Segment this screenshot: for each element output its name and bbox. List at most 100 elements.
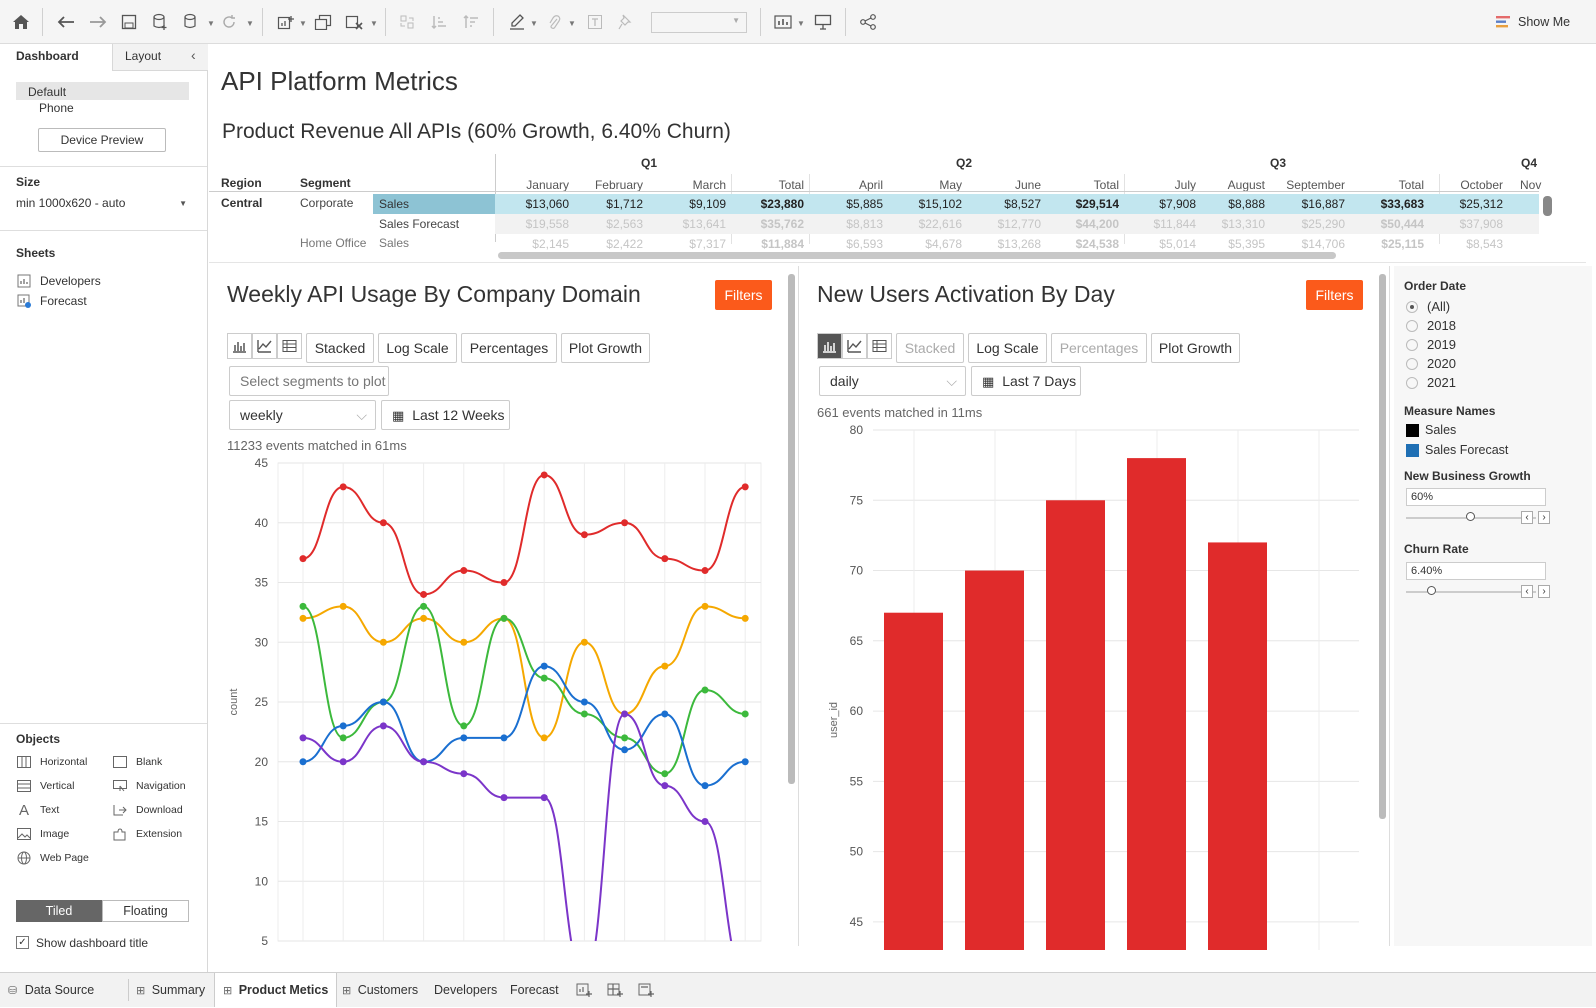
table-cell[interactable]: $12,770 bbox=[997, 217, 1041, 231]
sort-ascending-icon[interactable] bbox=[428, 11, 450, 33]
chevron-left-icon[interactable]: ‹ bbox=[1521, 585, 1533, 598]
chevron-down-icon[interactable]: ▼ bbox=[299, 19, 307, 28]
chevron-down-icon[interactable]: ▼ bbox=[568, 19, 576, 28]
interval-select[interactable]: weekly ⌵ bbox=[229, 400, 376, 430]
table-cell[interactable]: $1,712 bbox=[606, 197, 643, 211]
table-cell[interactable]: $8,813 bbox=[846, 217, 883, 231]
paperclip-icon[interactable] bbox=[543, 11, 565, 33]
table-cell[interactable]: $5,885 bbox=[846, 197, 883, 211]
table-cell[interactable]: $13,310 bbox=[1221, 217, 1265, 231]
table-cell[interactable]: $50,444 bbox=[1380, 217, 1424, 231]
redo-icon[interactable] bbox=[87, 11, 109, 33]
table-cell[interactable]: $13,641 bbox=[682, 217, 726, 231]
sheet-forecast[interactable]: Forecast bbox=[16, 294, 87, 308]
chevron-right-icon[interactable]: › bbox=[1538, 585, 1550, 598]
tab-data-source[interactable]: ⛁ Data Source bbox=[8, 973, 94, 1007]
order-date-2019[interactable]: 2019 bbox=[1406, 337, 1456, 352]
interval-select[interactable]: daily ⌵ bbox=[819, 366, 966, 396]
device-phone[interactable]: Phone bbox=[39, 101, 74, 115]
floating-toggle[interactable]: Floating bbox=[102, 900, 189, 922]
right-filters-button[interactable]: Filters bbox=[1306, 280, 1363, 310]
table-cell[interactable]: $16,887 bbox=[1301, 197, 1345, 211]
sort-descending-icon[interactable] bbox=[460, 11, 482, 33]
text-label-icon[interactable] bbox=[584, 11, 606, 33]
tab-product-metics[interactable]: ⊞ Product Metics bbox=[214, 973, 338, 1007]
table-cell[interactable]: $6,593 bbox=[846, 237, 883, 251]
presentation-icon[interactable] bbox=[812, 11, 834, 33]
plot-growth-button[interactable]: Plot Growth bbox=[561, 333, 650, 363]
chevron-down-icon[interactable]: ▼ bbox=[797, 19, 805, 28]
object-text[interactable]: A Text bbox=[16, 802, 59, 819]
line-chart-icon[interactable] bbox=[842, 333, 867, 359]
new-story-icon[interactable] bbox=[638, 982, 654, 1001]
new-datasource-icon[interactable] bbox=[149, 11, 171, 33]
growth-slider-thumb[interactable] bbox=[1466, 512, 1475, 521]
crosstab-vertical-scrollbar[interactable] bbox=[1543, 196, 1552, 216]
new-worksheet-icon[interactable] bbox=[275, 11, 297, 33]
order-date-2021[interactable]: 2021 bbox=[1406, 375, 1456, 390]
labels-icon[interactable] bbox=[772, 11, 794, 33]
right-panel-scrollbar[interactable] bbox=[1379, 274, 1386, 819]
table-cell[interactable]: $37,908 bbox=[1459, 217, 1503, 231]
order-date-2020[interactable]: 2020 bbox=[1406, 356, 1456, 371]
table-cell[interactable]: $13,268 bbox=[997, 237, 1041, 251]
table-cell[interactable]: $2,563 bbox=[606, 217, 643, 231]
table-icon[interactable] bbox=[867, 333, 892, 359]
order-date-all[interactable]: (All) bbox=[1406, 299, 1450, 314]
table-cell[interactable]: $8,888 bbox=[1228, 197, 1265, 211]
tab-layout[interactable]: Layout ‹ bbox=[112, 44, 208, 71]
object-extension[interactable]: Extension bbox=[112, 827, 182, 841]
left-panel-scrollbar[interactable] bbox=[788, 274, 795, 784]
bar-chart-icon[interactable] bbox=[227, 333, 252, 359]
save-icon[interactable] bbox=[118, 11, 140, 33]
chevron-down-icon[interactable]: ▼ bbox=[246, 19, 254, 28]
table-cell[interactable]: $2,145 bbox=[532, 237, 569, 251]
pause-datasource-icon[interactable] bbox=[180, 11, 202, 33]
new-users-bar-chart[interactable]: 45 50 55 60 65 70 75 80 user_id bbox=[813, 420, 1365, 950]
order-date-2018[interactable]: 2018 bbox=[1406, 318, 1456, 333]
chevron-down-icon[interactable]: ▼ bbox=[207, 19, 215, 28]
object-vertical[interactable]: Vertical bbox=[16, 779, 74, 793]
table-cell[interactable]: $44,200 bbox=[1075, 217, 1119, 231]
table-cell[interactable]: $33,683 bbox=[1380, 197, 1424, 211]
table-cell[interactable]: $5,014 bbox=[1159, 237, 1196, 251]
refresh-icon[interactable] bbox=[218, 11, 240, 33]
table-cell[interactable]: $14,706 bbox=[1301, 237, 1345, 251]
tab-summary[interactable]: ⊞ Summary bbox=[136, 973, 205, 1007]
left-filters-button[interactable]: Filters bbox=[715, 280, 772, 310]
percentages-button[interactable]: Percentages bbox=[461, 333, 557, 363]
undo-icon[interactable] bbox=[55, 11, 77, 33]
duplicate-sheet-icon[interactable] bbox=[312, 11, 334, 33]
table-cell[interactable]: $19,558 bbox=[525, 217, 569, 231]
home-icon[interactable] bbox=[10, 11, 32, 33]
table-cell[interactable]: $24,538 bbox=[1075, 237, 1119, 251]
table-icon[interactable] bbox=[277, 333, 302, 359]
table-cell[interactable]: $8,543 bbox=[1466, 237, 1503, 251]
share-icon[interactable] bbox=[857, 11, 879, 33]
sheet-developers[interactable]: Developers bbox=[16, 274, 101, 288]
table-cell[interactable]: $13,060 bbox=[525, 197, 569, 211]
table-cell[interactable]: $4,678 bbox=[925, 237, 962, 251]
new-dashboard-icon[interactable] bbox=[607, 982, 623, 1001]
table-cell[interactable]: $35,762 bbox=[760, 217, 804, 231]
object-image[interactable]: Image bbox=[16, 827, 69, 841]
object-webpage[interactable]: Web Page bbox=[16, 851, 89, 865]
swap-icon[interactable] bbox=[396, 11, 418, 33]
date-range-button[interactable]: ▦ Last 7 Days bbox=[971, 366, 1081, 396]
chevron-down-icon[interactable]: ▼ bbox=[530, 19, 538, 28]
log-scale-button[interactable]: Log Scale bbox=[968, 333, 1047, 363]
churn-slider-thumb[interactable] bbox=[1427, 586, 1436, 595]
chevron-right-icon[interactable]: › bbox=[1538, 511, 1550, 524]
weekly-usage-line-chart[interactable]: 5 10 15 20 25 30 35 40 45 count bbox=[223, 452, 775, 952]
crosstab-horizontal-scrollbar[interactable] bbox=[498, 252, 1336, 259]
table-cell[interactable]: $25,312 bbox=[1459, 197, 1503, 211]
table-cell[interactable]: $9,109 bbox=[689, 197, 726, 211]
growth-input[interactable]: 60% bbox=[1406, 488, 1546, 506]
log-scale-button[interactable]: Log Scale bbox=[378, 333, 457, 363]
table-cell[interactable]: $2,422 bbox=[606, 237, 643, 251]
measure-sales-selected[interactable]: Sales bbox=[373, 194, 495, 214]
collapse-chevron-icon[interactable]: ‹ bbox=[191, 47, 196, 63]
legend-sales[interactable]: Sales bbox=[1406, 423, 1456, 437]
clear-sheet-icon[interactable] bbox=[343, 11, 365, 33]
table-cell[interactable]: $29,514 bbox=[1075, 197, 1119, 211]
